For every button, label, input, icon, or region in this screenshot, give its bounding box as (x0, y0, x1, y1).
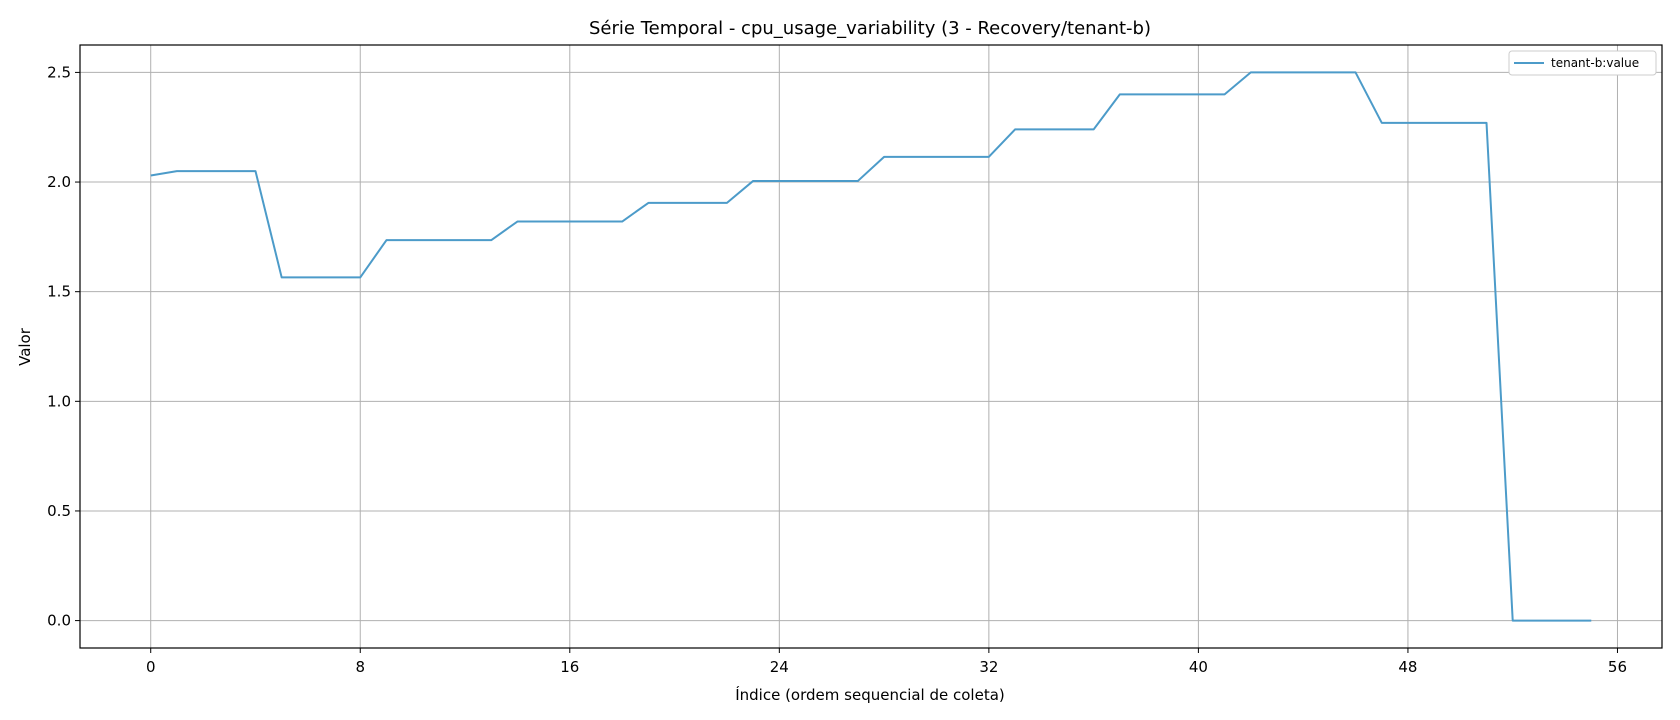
x-tick-label: 32 (979, 658, 998, 676)
x-tick-label: 40 (1189, 658, 1208, 676)
legend: tenant-b:value (1508, 50, 1657, 76)
x-tick-label: 16 (560, 658, 579, 676)
y-tick-label: 2.0 (47, 173, 71, 191)
y-tick-label: 0.5 (47, 502, 71, 520)
series-line (150, 71, 1592, 622)
x-tick-label: 48 (1398, 658, 1417, 676)
x-tick-label: 56 (1608, 658, 1627, 676)
series-layer (150, 71, 1592, 622)
x-tick-label: 0 (146, 658, 156, 676)
x-axis-label: Índice (ordem sequencial de coleta) (735, 685, 1005, 704)
y-tick-label: 1.5 (47, 283, 71, 301)
y-tick-label: 2.5 (47, 63, 71, 81)
grid-lines (80, 45, 1662, 648)
y-tick-label: 1.0 (47, 392, 71, 410)
chart-title: Série Temporal - cpu_usage_variability (… (589, 18, 1151, 39)
plot-frame (79, 44, 1663, 649)
x-tick-label: 8 (355, 658, 365, 676)
y-tick-label: 0.0 (47, 612, 71, 630)
legend-box (1508, 50, 1657, 76)
y-axis-label: Valor (16, 327, 34, 366)
legend-label: tenant-b:value (1551, 56, 1639, 70)
axis-ticks: 0 8 16 24 32 40 48 56 0.0 0.5 1.0 1.5 2.0 2.5 (47, 63, 1627, 676)
x-tick-label: 24 (770, 658, 789, 676)
